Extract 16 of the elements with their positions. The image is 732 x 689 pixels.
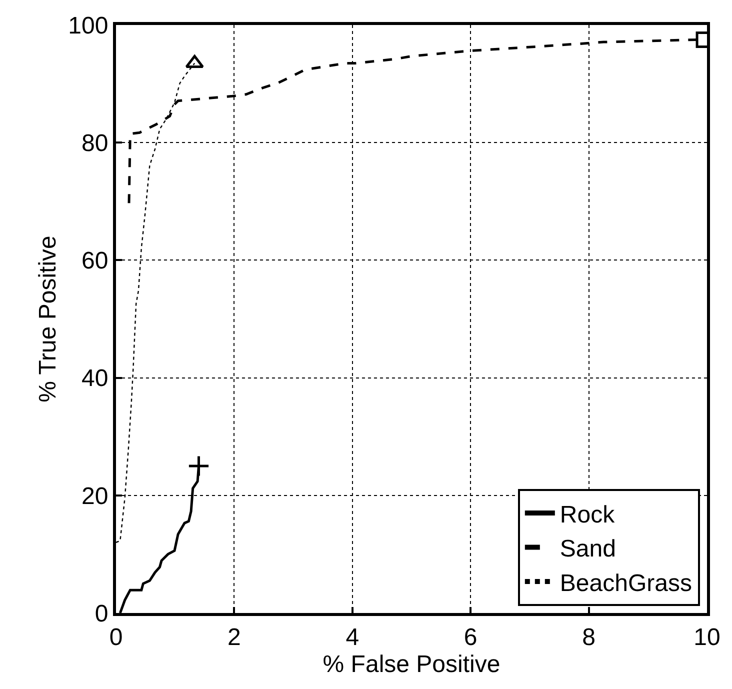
y-tick-label: 60 [81,248,108,275]
x-tick-label: 6 [464,624,478,651]
x-axis-title: % False Positive [322,650,500,678]
y-tick-label: 0 [94,600,108,628]
y-tick-label: 100 [68,12,108,40]
y-tick-label: 80 [81,130,108,157]
y-tick-label: 40 [81,365,108,392]
y-tick-label: 20 [81,482,108,510]
legend-label: Sand [560,536,616,563]
x-tick-label: 4 [346,624,360,651]
x-tick-label: 8 [582,624,596,651]
legend-label: BeachGrass [560,570,692,597]
y-axis-title: % True Positive [34,236,62,402]
x-tick-label: 2 [228,624,241,651]
legend-label: Rock [560,501,616,528]
x-tick-label: 10 [694,624,720,651]
